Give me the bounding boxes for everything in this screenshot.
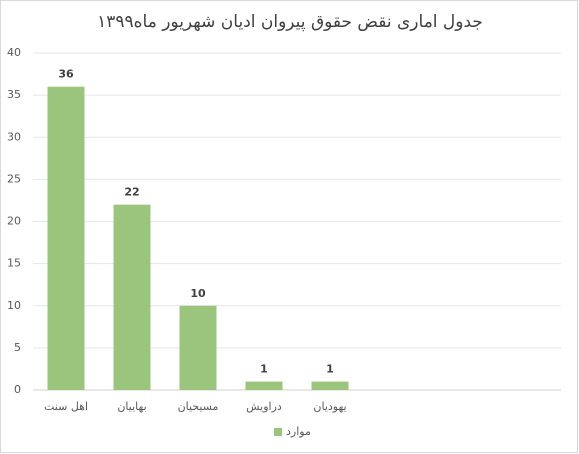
bar	[311, 381, 349, 390]
y-tick-label: 0	[14, 383, 21, 396]
y-tick-label: 30	[7, 130, 21, 143]
bar	[245, 381, 283, 390]
value-label: 1	[260, 363, 268, 376]
bar	[113, 204, 151, 390]
y-tick-label: 10	[7, 299, 21, 312]
y-tick-label: 5	[14, 341, 21, 354]
y-tick-label: 35	[7, 88, 21, 101]
legend-swatch	[274, 428, 282, 436]
value-label: 36	[58, 68, 74, 81]
x-tick-label: اهل سنت	[44, 400, 88, 413]
legend-label: موارد	[286, 425, 311, 438]
y-tick-label: 40	[7, 46, 21, 59]
chart-title: جدول اماری نقض حقوق پیروان ادیان شهریور …	[97, 12, 483, 32]
value-label: 22	[124, 186, 139, 199]
x-tick-label: یهودیان	[313, 400, 346, 413]
y-tick-label: 20	[7, 215, 21, 228]
x-tick-label: مسیحیان	[178, 400, 219, 413]
y-tick-label: 25	[7, 172, 21, 185]
bar	[47, 86, 85, 390]
x-tick-label: دراویش	[246, 400, 282, 413]
bar	[179, 305, 217, 390]
value-label: 10	[190, 287, 206, 300]
value-label: 1	[326, 363, 334, 376]
y-tick-label: 15	[7, 257, 21, 270]
x-tick-label: بهاییان	[117, 400, 146, 413]
